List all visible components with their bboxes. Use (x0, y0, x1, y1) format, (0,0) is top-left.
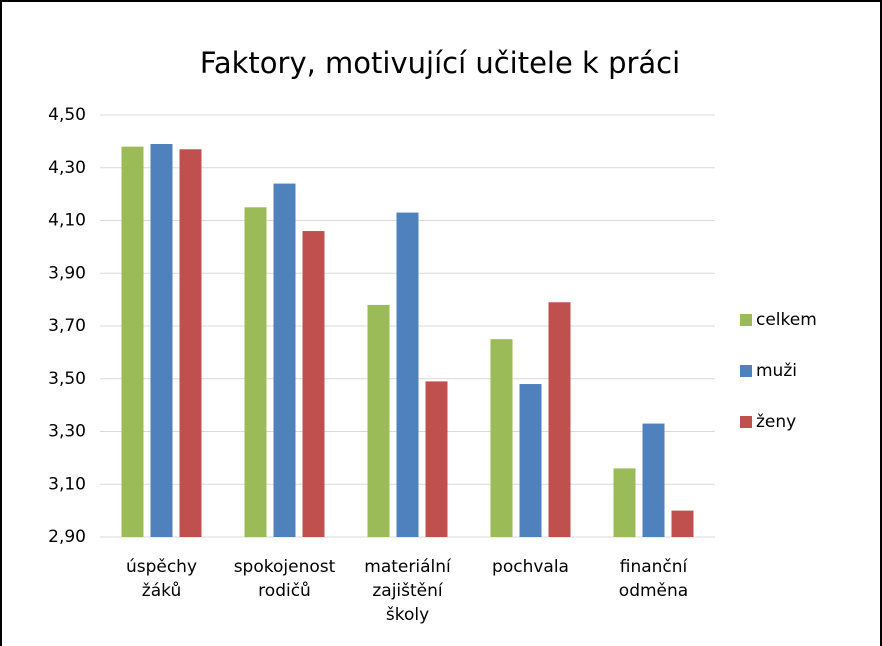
y-tick-label: 3,50 (48, 369, 86, 389)
legend-swatch (740, 416, 752, 428)
bar (367, 304, 390, 537)
x-tick-label: finanční odměna (619, 557, 689, 601)
bar (642, 423, 665, 537)
x-tick-label: spokojenost rodičů (234, 557, 336, 601)
legend-swatch (740, 314, 752, 326)
bar (150, 144, 173, 537)
bar (302, 231, 325, 538)
y-tick-label: 3,70 (48, 316, 86, 336)
y-tick-label: 4,10 (48, 211, 86, 231)
bar (671, 510, 694, 537)
y-tick-label: 3,30 (48, 422, 86, 442)
bar (121, 146, 144, 537)
bar (519, 384, 542, 537)
bar (244, 207, 267, 537)
y-tick-label: 2,90 (48, 527, 86, 547)
bar (425, 381, 448, 537)
y-tick-label: 3,10 (48, 474, 86, 494)
legend-label: ženy (756, 412, 796, 432)
y-tick-label: 4,30 (48, 158, 86, 178)
bar (490, 339, 513, 537)
bar (613, 468, 636, 537)
bar (273, 183, 296, 537)
y-tick-label: 4,50 (48, 105, 86, 125)
x-tick-label: úspěchy žáků (126, 557, 197, 601)
bar (548, 302, 571, 537)
chart-title: Faktory, motivující učitele k práci (200, 46, 680, 80)
legend-label: muži (756, 361, 797, 381)
bar (396, 212, 419, 537)
x-tick-label: pochvala (492, 557, 569, 577)
legend-label: celkem (756, 310, 817, 330)
legend-swatch (740, 365, 752, 377)
x-tick-label: materiální zajištění školy (364, 557, 452, 625)
bar (179, 149, 202, 537)
y-tick-label: 3,90 (48, 263, 86, 283)
